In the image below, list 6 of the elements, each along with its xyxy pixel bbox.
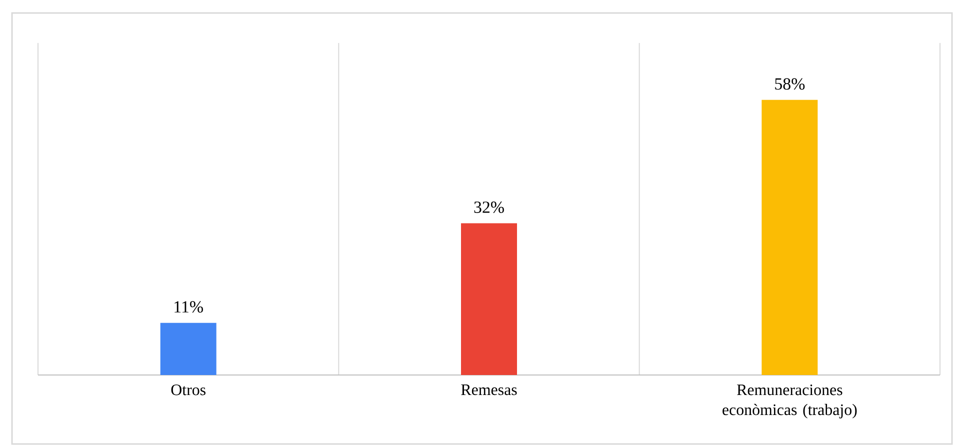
- data-label: 11%: [174, 301, 203, 313]
- data-label: 58%: [775, 78, 805, 90]
- x-tick-label: Remesas: [461, 384, 517, 396]
- x-tick-label: Remuneraciones econòmicas (trabajo): [722, 384, 857, 418]
- x-tick-label: Otros: [171, 384, 206, 396]
- data-label: 32%: [474, 202, 504, 214]
